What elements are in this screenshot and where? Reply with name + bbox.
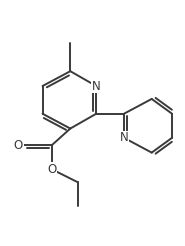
Text: O: O <box>14 139 23 152</box>
Text: N: N <box>120 131 128 144</box>
Text: N: N <box>92 79 101 92</box>
Text: O: O <box>47 163 56 176</box>
